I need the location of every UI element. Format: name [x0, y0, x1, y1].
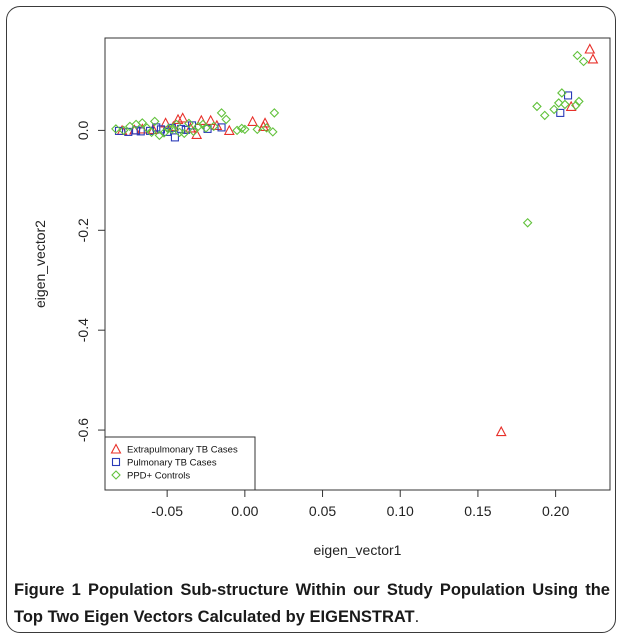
ppd-control-point — [154, 130, 165, 141]
legend-label: Pulmonary TB Cases — [127, 458, 217, 469]
x-tick-label: 0.10 — [387, 503, 414, 519]
extrapulmonary-point — [495, 425, 507, 437]
figure-label: Figure 1 — [14, 581, 81, 599]
y-tick-label: 0.0 — [75, 120, 91, 140]
legend-marker — [110, 443, 122, 454]
figure-panel — [6, 6, 616, 633]
ppd-control-point — [532, 101, 542, 112]
ppd-control-point — [553, 98, 564, 108]
legend-marker — [111, 457, 121, 467]
legend-box — [104, 436, 256, 491]
pulmonary-point — [181, 125, 190, 134]
x-tick-label: 0.20 — [542, 503, 569, 519]
extrapulmonary-point — [223, 124, 235, 135]
ppd-control-point — [221, 114, 231, 125]
ppd-control-point — [557, 88, 567, 98]
data-points — [111, 43, 599, 437]
x-tick-label: -0.05 — [151, 503, 183, 519]
legend: Extrapulmonary TB Cases Pulmonary TB Case… — [104, 436, 256, 491]
ppd-control-point — [201, 123, 211, 133]
ppd-control-point — [522, 218, 533, 228]
ppd-control-point — [118, 125, 129, 136]
ppd-control-point — [159, 128, 169, 138]
y-tick-label: -0.6 — [75, 418, 91, 442]
ppd-control-point — [146, 127, 157, 138]
pulmonary-point — [563, 91, 573, 100]
y-tick-label: -0.2 — [75, 218, 91, 242]
extrapulmonary-point — [565, 100, 577, 111]
pulmonary-point — [170, 133, 179, 142]
y-axis: -0.6 -0.4 -0.2 0.0 — [75, 120, 105, 442]
ppd-control-point — [163, 123, 174, 134]
ppd-control-point — [578, 56, 589, 67]
x-tick-label: 0.05 — [309, 503, 336, 519]
figure-title: Population Sub-structure Within our Stud… — [14, 581, 610, 626]
ppd-control-point — [240, 124, 250, 135]
ppd-control-point — [268, 127, 278, 137]
ppd-control-point — [574, 96, 584, 107]
ppd-control-point — [167, 124, 177, 135]
legend-marker — [111, 470, 121, 480]
x-axis: -0.05 0.00 0.05 0.10 0.15 0.20 — [151, 490, 569, 519]
extrapulmonary-point — [584, 43, 596, 54]
figure-title-period: . — [414, 608, 420, 626]
extrapulmonary-point — [587, 53, 599, 64]
ppd-control-point — [188, 126, 199, 137]
extrapulmonary-point — [211, 119, 223, 130]
legend-label: PPD+ Controls — [127, 471, 190, 482]
ppd-control-point — [571, 100, 581, 111]
scatter-plot: -0.05 0.00 0.05 0.10 0.15 0.20 -0.6 -0.4 -0.2 0.… — [32, 37, 611, 558]
ppd-control-point — [572, 50, 583, 61]
extrapulmonary-point — [172, 113, 184, 124]
pulmonary-point — [217, 123, 226, 132]
ppd-control-point — [252, 124, 263, 135]
ppd-control-point — [111, 124, 121, 134]
ppd-control-point — [216, 108, 227, 118]
pulmonary-point — [132, 126, 141, 135]
extrapulmonary-point — [247, 115, 259, 126]
extrapulmonary-point — [258, 120, 269, 131]
ppd-control-point — [560, 99, 570, 110]
extrapulmonary-point — [205, 114, 217, 125]
ppd-control-point — [142, 123, 152, 133]
x-tick-label: 0.00 — [231, 503, 258, 519]
pulmonary-point — [136, 127, 145, 136]
ppd-control-point — [171, 119, 182, 130]
ppd-control-point — [261, 123, 272, 133]
x-axis-title: eigen_vector1 — [314, 542, 402, 558]
ppd-control-point — [232, 125, 242, 136]
y-tick-label: -0.4 — [75, 318, 91, 342]
ppd-control-point — [549, 104, 559, 115]
extrapulmonary-point — [177, 112, 189, 123]
legend-label: Extrapulmonary TB Cases — [127, 445, 238, 456]
ppd-control-point — [149, 116, 160, 127]
extrapulmonary-point — [195, 114, 207, 125]
ppd-control-point — [184, 118, 194, 129]
ppd-control-point — [179, 128, 190, 139]
ppd-control-point — [269, 108, 280, 118]
ppd-control-point — [208, 121, 219, 132]
ppd-control-point — [193, 121, 204, 132]
y-axis-title: eigen_vector2 — [32, 220, 48, 308]
pulmonary-point — [556, 108, 565, 117]
plot-frame — [104, 37, 611, 491]
ppd-control-point — [236, 123, 247, 134]
ppd-control-point — [137, 118, 148, 128]
ppd-control-point — [539, 110, 550, 121]
figure-caption: Figure 1 Population Sub-structure Within… — [14, 577, 610, 631]
x-tick-label: 0.15 — [464, 503, 491, 519]
